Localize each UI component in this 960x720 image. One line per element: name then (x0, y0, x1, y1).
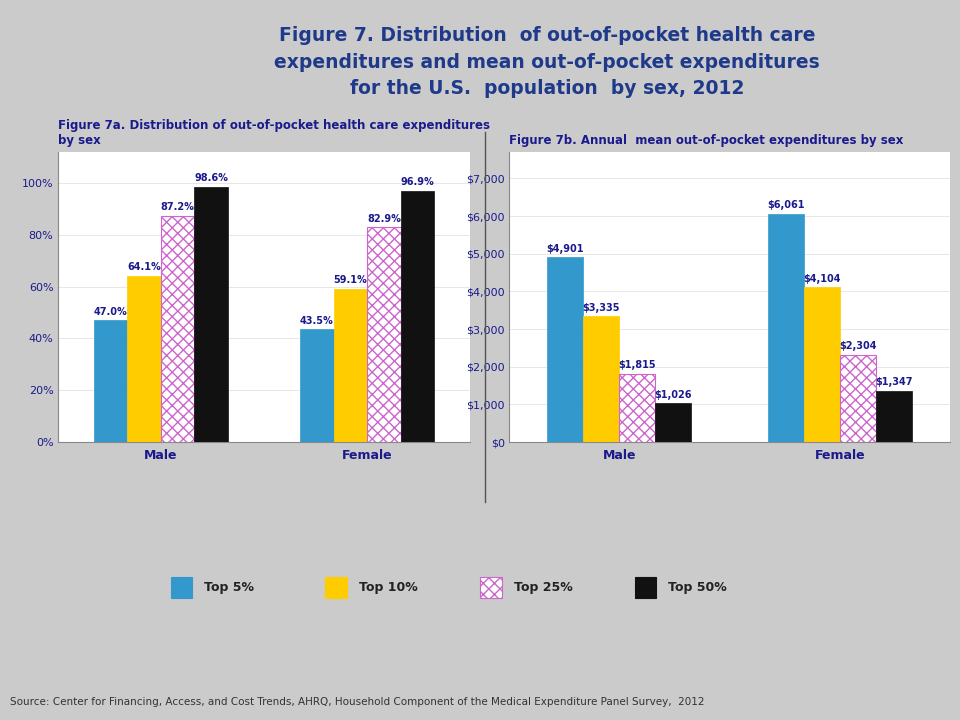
Text: $3,335: $3,335 (583, 302, 620, 312)
Bar (128, 276, 160, 442)
Bar (655, 403, 691, 442)
Bar (194, 186, 228, 442)
Bar (325, 577, 347, 598)
Text: $1,347: $1,347 (876, 377, 913, 387)
Bar (619, 374, 655, 442)
Text: $6,061: $6,061 (767, 200, 804, 210)
Text: 87.2%: 87.2% (160, 202, 195, 212)
Text: $2,304: $2,304 (839, 341, 876, 351)
Bar (367, 228, 400, 442)
Text: Top 10%: Top 10% (359, 580, 418, 593)
Text: Top 50%: Top 50% (668, 580, 727, 593)
Text: Source: Center for Financing, Access, and Cost Trends, AHRQ, Household Component: Source: Center for Financing, Access, an… (10, 697, 704, 707)
Text: Figure 7b. Annual  mean out-of-pocket expenditures by sex: Figure 7b. Annual mean out-of-pocket exp… (509, 134, 903, 147)
Text: 82.9%: 82.9% (367, 214, 401, 224)
Bar (840, 355, 876, 442)
Text: 59.1%: 59.1% (333, 275, 368, 285)
Bar (171, 577, 192, 598)
Text: Top 5%: Top 5% (204, 580, 254, 593)
Text: $4,104: $4,104 (804, 274, 841, 284)
Bar (547, 258, 584, 442)
Bar (300, 329, 334, 442)
Bar (804, 287, 840, 442)
Bar (400, 191, 434, 442)
Bar (160, 216, 194, 442)
Bar (94, 320, 128, 442)
Text: 64.1%: 64.1% (127, 262, 161, 272)
Text: $1,815: $1,815 (618, 360, 656, 370)
Bar (584, 316, 619, 442)
Bar (334, 289, 367, 442)
Text: 43.5%: 43.5% (300, 315, 334, 325)
Text: 96.9%: 96.9% (400, 177, 434, 187)
Bar (876, 391, 912, 442)
Text: $4,901: $4,901 (546, 243, 584, 253)
Text: 47.0%: 47.0% (94, 307, 128, 317)
Text: $1,026: $1,026 (655, 390, 692, 400)
Text: 98.6%: 98.6% (194, 173, 228, 183)
Text: Figure 7a. Distribution of out-of-pocket health care expenditures
by sex: Figure 7a. Distribution of out-of-pocket… (58, 119, 490, 147)
Bar (768, 214, 804, 442)
Bar (480, 577, 501, 598)
Text: Top 25%: Top 25% (514, 580, 572, 593)
Text: Figure 7. Distribution  of out-of-pocket health care
expenditures and mean out-o: Figure 7. Distribution of out-of-pocket … (275, 27, 820, 99)
Bar (635, 577, 656, 598)
